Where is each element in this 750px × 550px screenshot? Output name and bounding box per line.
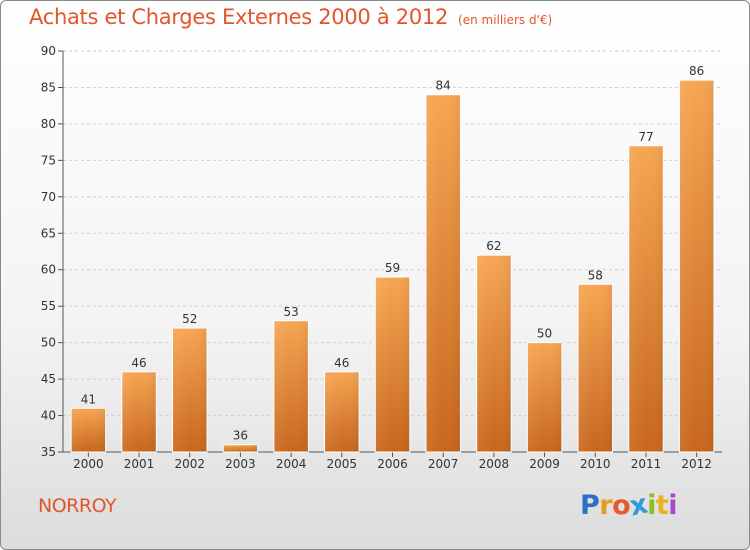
x-tick-label: 2006 bbox=[377, 457, 408, 471]
data-label: 84 bbox=[436, 79, 451, 93]
proxiti-logo[interactable]: Proxiti bbox=[580, 489, 678, 523]
x-tick-label: 2008 bbox=[479, 457, 510, 471]
data-label: 62 bbox=[486, 239, 501, 253]
bar-shade bbox=[476, 255, 512, 452]
bar-shade bbox=[172, 328, 207, 452]
y-tick-label: 35 bbox=[41, 445, 56, 459]
x-tick-label: 2010 bbox=[580, 457, 611, 471]
bar-shade bbox=[324, 371, 360, 452]
y-tick-label: 70 bbox=[41, 190, 56, 204]
data-labels: 41 46 52 36 53 46 59 84 62 50 58 77 86 bbox=[81, 64, 705, 443]
y-tick-label: 85 bbox=[41, 80, 56, 94]
y-tick-label: 60 bbox=[41, 263, 56, 277]
data-label: 77 bbox=[638, 130, 653, 144]
logo-letter: o bbox=[612, 490, 631, 521]
chart-title: Achats et Charges Externes 2000 à 2012 (e… bbox=[29, 5, 552, 29]
bar-shade bbox=[71, 408, 106, 452]
y-tick-label: 50 bbox=[41, 336, 56, 350]
y-tick-label: 80 bbox=[41, 117, 56, 131]
y-tick-label: 75 bbox=[41, 153, 56, 167]
x-tick-label: 2001 bbox=[124, 457, 155, 471]
bar-shade bbox=[375, 277, 410, 452]
x-tick-label: 2002 bbox=[174, 457, 205, 471]
axes: 35 40 45 50 55 60 65 70 75 80 85 90 2000 2001 2002 2003… bbox=[41, 44, 722, 471]
x-tick-label: 2000 bbox=[73, 457, 104, 471]
x-tick-label: 2005 bbox=[327, 457, 358, 471]
bar-shade bbox=[578, 284, 613, 452]
y-tick-label: 45 bbox=[41, 372, 56, 386]
data-label: 53 bbox=[283, 305, 298, 319]
data-label: 52 bbox=[182, 312, 197, 326]
y-tick-label: 90 bbox=[41, 44, 56, 58]
logo-letter: P bbox=[580, 490, 600, 521]
logo-letter: i bbox=[647, 490, 656, 521]
logo-letter: t bbox=[655, 490, 669, 521]
chart-title-text: Achats et Charges Externes 2000 à 2012 bbox=[29, 5, 449, 29]
y-tick-label: 65 bbox=[41, 226, 56, 240]
logo-letter: r bbox=[599, 490, 613, 521]
chart-subtitle: (en milliers d'€) bbox=[458, 13, 553, 27]
y-tick-label: 40 bbox=[41, 409, 56, 423]
x-tick-label: 2011 bbox=[631, 457, 662, 471]
data-label: 46 bbox=[334, 356, 349, 370]
data-label: 46 bbox=[131, 356, 146, 370]
bar-shade bbox=[679, 80, 714, 452]
x-tick-label: 2007 bbox=[428, 457, 459, 471]
data-label: 86 bbox=[689, 64, 704, 78]
x-tick-label: 2012 bbox=[681, 457, 712, 471]
bar-shade bbox=[223, 444, 258, 452]
commune-name: NORROY bbox=[38, 495, 117, 517]
y-tick-label: 55 bbox=[41, 299, 56, 313]
bar-shade bbox=[425, 94, 461, 452]
bar-shade bbox=[121, 371, 157, 452]
x-tick-label: 2004 bbox=[276, 457, 307, 471]
logo-letter: i bbox=[668, 490, 678, 521]
data-label: 50 bbox=[537, 327, 552, 341]
data-label: 41 bbox=[81, 392, 96, 406]
bars bbox=[70, 79, 715, 453]
x-tick-label: 2009 bbox=[529, 457, 560, 471]
x-tick-label: 2003 bbox=[225, 457, 256, 471]
data-label: 58 bbox=[588, 268, 603, 282]
bar-shade bbox=[628, 145, 664, 453]
data-label: 59 bbox=[385, 261, 400, 275]
bar-shade bbox=[527, 342, 562, 452]
data-label: 36 bbox=[233, 429, 248, 443]
bar-shade bbox=[273, 320, 309, 452]
